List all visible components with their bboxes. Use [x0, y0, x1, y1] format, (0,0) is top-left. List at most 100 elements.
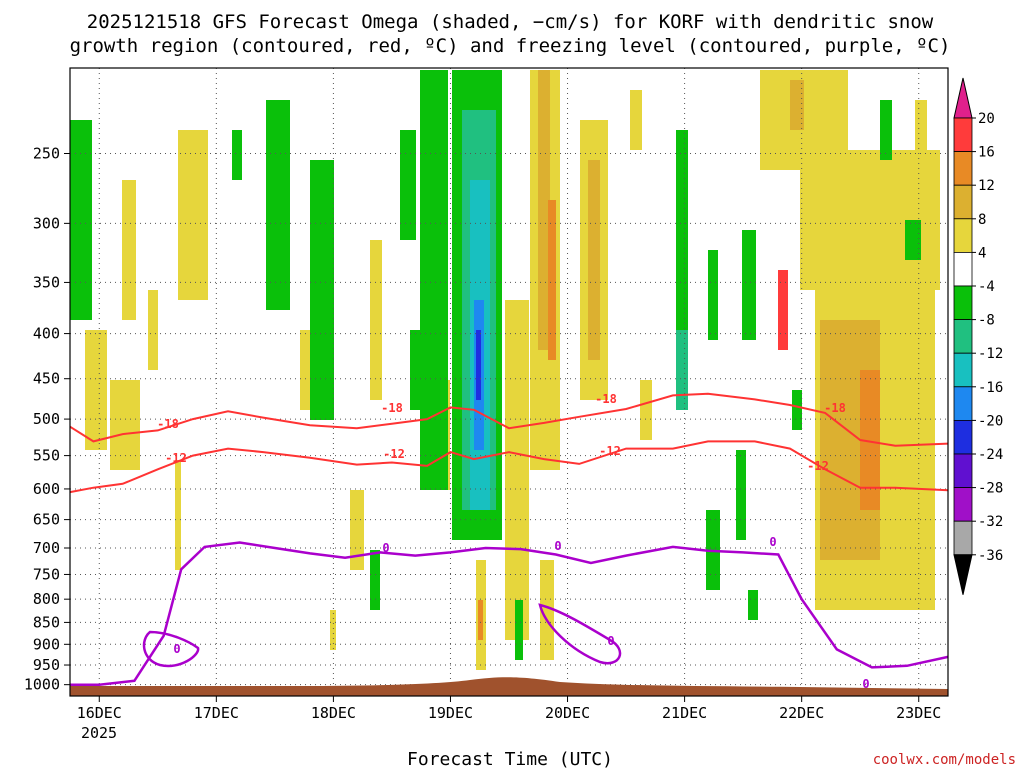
omega-cell — [330, 610, 336, 650]
x-tick-label: 20DEC — [545, 704, 590, 722]
omega-cell — [640, 380, 652, 440]
x-tick-label: 22DEC — [779, 704, 824, 722]
omega-cell — [85, 330, 107, 450]
x-axis-year: 2025 — [81, 724, 117, 742]
omega-cell — [400, 130, 416, 240]
omega-cell — [736, 450, 746, 540]
colorbar-swatch — [953, 520, 973, 556]
colorbar-swatch — [953, 419, 973, 455]
x-tick-label: 18DEC — [311, 704, 356, 722]
colorbar-swatch — [953, 151, 973, 186]
dgz-minus12-contour — [69, 440, 949, 494]
omega-cell — [540, 560, 554, 660]
omega-cell — [778, 270, 788, 350]
contour-label-minus18: -18 — [824, 401, 846, 415]
omega-cell — [905, 220, 921, 260]
omega-cell — [370, 550, 380, 610]
dgz-minus18-contour — [69, 392, 949, 447]
omega-cell — [370, 240, 382, 400]
omega-cell — [515, 600, 523, 660]
y-tick-label: 950 — [33, 656, 60, 674]
chart-title-line2: growth region (contoured, red, ºC) and f… — [70, 35, 951, 57]
y-tick-label: 700 — [33, 539, 60, 557]
y-tick-label: 350 — [33, 273, 60, 291]
contour-label-zero: 0 — [862, 677, 869, 691]
contour-label-minus18: -18 — [157, 417, 179, 431]
y-tick-label: 800 — [33, 590, 60, 608]
contour-label-minus18: -18 — [595, 392, 617, 406]
contour-label-zero: 0 — [173, 642, 180, 656]
contour-label-minus12: -12 — [807, 459, 829, 473]
colorbar-label: 20 — [978, 111, 995, 127]
freezing-level-contour — [70, 541, 949, 686]
chart-title-line1: 2025121518 GFS Forecast Omega (shaded, −… — [87, 11, 934, 33]
omega-cell — [420, 70, 448, 490]
omega-cell — [476, 330, 481, 400]
omega-cell — [792, 390, 802, 430]
contour-label-zero: 0 — [769, 535, 776, 549]
y-tick-label: 450 — [33, 370, 60, 388]
colorbar-label: -12 — [978, 346, 1003, 362]
omega-cell — [110, 380, 140, 470]
colorbar-label: -20 — [978, 413, 1003, 429]
terrain-ground — [70, 677, 948, 696]
colorbar-swatch — [953, 453, 973, 488]
omega-cell — [122, 180, 136, 320]
omega-cell — [748, 590, 758, 620]
colorbar-label: 8 — [978, 212, 986, 228]
colorbar-swatch — [953, 251, 973, 287]
colorbar-swatch — [953, 352, 973, 388]
y-axis: 250 300 350 400 450 500 550 600 650 700 750 800 850 9… — [24, 144, 70, 694]
colorbar-label: -24 — [978, 447, 1003, 463]
colorbar-label: -8 — [978, 313, 995, 329]
y-tick-label: 650 — [33, 511, 60, 529]
y-tick-label: 550 — [33, 447, 60, 465]
colorbar-swatch — [953, 487, 973, 522]
y-tick-label: 850 — [33, 613, 60, 631]
y-tick-label: 750 — [33, 565, 60, 583]
colorbar-top-arrow — [953, 77, 973, 119]
colorbar-swatch — [953, 218, 973, 253]
colorbar-swatch — [953, 117, 973, 152]
x-axis-label: Forecast Time (UTC) — [407, 749, 613, 768]
colorbar-bottom-arrow — [953, 554, 973, 595]
colorbar-label: -28 — [978, 481, 1003, 497]
omega-cell — [70, 120, 92, 320]
omega-cell — [708, 250, 718, 340]
omega-shading — [70, 70, 940, 670]
omega-cell — [232, 130, 242, 180]
omega-cell — [478, 600, 483, 640]
omega-cell — [266, 100, 290, 310]
colorbar-swatch — [953, 285, 973, 320]
omega-cell — [310, 160, 334, 420]
colorbar-swatch — [953, 386, 973, 421]
contour-labels: -18 -18 -18 -18 -12 -12 -12 -12 0 0 0 0 … — [157, 392, 869, 691]
x-tick-label: 17DEC — [194, 704, 239, 722]
colorbar-label: 16 — [978, 145, 995, 161]
contour-label-minus12: -12 — [383, 447, 405, 461]
omega-cell — [148, 290, 158, 370]
y-tick-label: 1000 — [24, 676, 60, 694]
y-tick-label: 400 — [33, 325, 60, 343]
omega-cell — [548, 200, 556, 360]
omega-cell — [676, 330, 688, 410]
contour-label-zero: 0 — [554, 539, 561, 553]
omega-cell — [790, 80, 804, 130]
colorbar-label: 12 — [978, 178, 995, 194]
watermark: coolwx.com/models — [873, 752, 1016, 768]
colorbar-label: 4 — [978, 245, 986, 261]
colorbar-label: -16 — [978, 380, 1003, 396]
x-axis: 16DEC 17DEC 18DEC 19DEC 20DEC 21DEC 22DEC 23DEC — [77, 696, 941, 722]
omega-cell — [588, 160, 600, 360]
omega-cell — [175, 460, 181, 570]
y-tick-label: 250 — [33, 144, 60, 162]
omega-cell — [178, 130, 208, 300]
omega-cell — [915, 100, 927, 170]
contour-label-zero: 0 — [382, 541, 389, 555]
omega-cell — [538, 70, 550, 350]
omega-cell — [630, 90, 642, 150]
colorbar-label: -32 — [978, 514, 1003, 530]
contour-label-minus12: -12 — [165, 451, 187, 465]
colorbar-label: -36 — [978, 548, 1003, 564]
